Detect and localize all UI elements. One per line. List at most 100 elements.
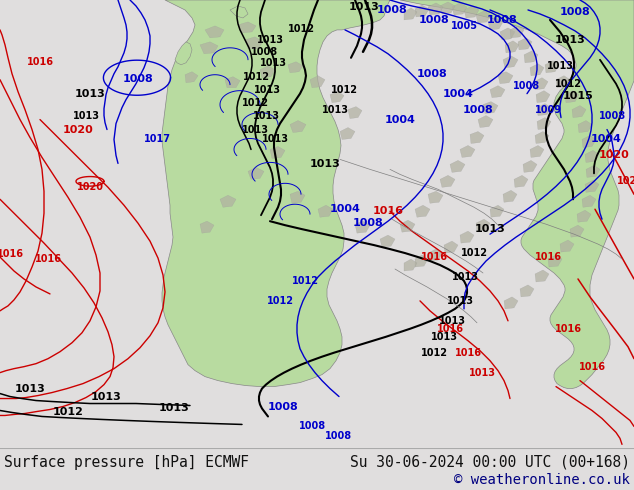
Text: Su 30-06-2024 00:00 UTC (00+168): Su 30-06-2024 00:00 UTC (00+168) [350,455,630,470]
Polygon shape [536,91,550,102]
Text: 1016: 1016 [27,57,53,67]
Polygon shape [582,196,596,207]
Polygon shape [245,37,263,49]
Polygon shape [464,6,479,18]
Polygon shape [205,26,224,38]
Polygon shape [498,72,513,84]
Polygon shape [460,146,475,157]
Polygon shape [270,147,285,158]
Polygon shape [476,219,490,231]
Polygon shape [220,196,236,207]
Text: 1016: 1016 [436,324,463,334]
Polygon shape [440,175,455,187]
Text: 1013: 1013 [321,104,349,115]
Text: © weatheronline.co.uk: © weatheronline.co.uk [454,473,630,487]
Text: 1013: 1013 [430,332,458,342]
Text: 1013: 1013 [469,368,496,378]
Text: 1008: 1008 [250,47,278,57]
Text: 1013: 1013 [72,111,100,121]
Polygon shape [415,255,428,267]
Polygon shape [585,150,599,162]
Polygon shape [230,6,248,18]
Text: 1016: 1016 [455,348,481,358]
Polygon shape [586,166,600,177]
Polygon shape [523,160,537,172]
Polygon shape [185,72,198,83]
Text: 1013: 1013 [261,134,288,145]
Polygon shape [524,51,538,63]
Polygon shape [534,78,548,90]
Text: 1004: 1004 [590,134,621,145]
Polygon shape [400,0,634,389]
Text: 1009: 1009 [534,104,562,115]
Text: 1013: 1013 [451,272,479,282]
Polygon shape [582,136,596,147]
Polygon shape [348,107,362,119]
Polygon shape [530,146,544,157]
Text: 1013: 1013 [547,61,574,71]
Polygon shape [578,121,592,132]
Text: 1012: 1012 [420,348,448,358]
Text: 1016: 1016 [0,249,23,259]
Text: 1016: 1016 [373,206,403,216]
Text: 1012: 1012 [555,79,581,89]
Polygon shape [330,92,344,102]
Polygon shape [503,190,517,202]
Text: 1004: 1004 [330,204,361,214]
Text: 1004: 1004 [385,115,415,124]
Text: 1008: 1008 [325,431,352,441]
Text: 1008: 1008 [463,104,493,115]
Polygon shape [535,270,549,282]
Polygon shape [476,11,491,23]
Polygon shape [238,22,256,33]
Polygon shape [450,160,465,172]
Text: 1013: 1013 [158,403,190,414]
Polygon shape [444,241,458,253]
Text: 1012: 1012 [460,248,488,258]
Text: 1013: 1013 [555,35,585,45]
Polygon shape [535,131,549,144]
Polygon shape [500,28,515,40]
Polygon shape [452,3,467,15]
Polygon shape [504,297,518,309]
Text: 1013: 1013 [257,35,283,45]
Polygon shape [440,2,455,14]
Polygon shape [503,56,518,68]
Polygon shape [514,175,528,187]
Text: 1012: 1012 [292,276,318,286]
Polygon shape [488,18,503,30]
Text: 1013: 1013 [91,392,121,401]
Polygon shape [556,76,570,88]
Polygon shape [200,42,218,54]
Text: 1004: 1004 [443,89,474,98]
Text: 1020: 1020 [77,182,103,192]
Polygon shape [428,249,442,261]
Text: 1008: 1008 [514,81,541,91]
Polygon shape [570,225,584,237]
Polygon shape [400,220,415,232]
Text: 1008: 1008 [599,111,626,121]
Text: 1008: 1008 [299,421,326,431]
Text: 1013: 1013 [242,124,269,135]
Text: 1016: 1016 [555,324,581,334]
Polygon shape [310,76,325,88]
Text: 1008: 1008 [353,218,384,228]
Text: 1013: 1013 [475,224,505,234]
Polygon shape [478,116,493,127]
Polygon shape [537,118,551,129]
Polygon shape [470,131,484,144]
Polygon shape [380,235,395,247]
Text: 1013: 1013 [309,159,340,170]
Polygon shape [560,240,574,252]
Text: 1012: 1012 [242,72,269,82]
Text: 1012: 1012 [266,296,294,306]
Polygon shape [288,62,303,73]
Text: 1008: 1008 [268,401,299,412]
Polygon shape [545,61,559,73]
Polygon shape [505,41,519,53]
Polygon shape [460,231,474,243]
Polygon shape [175,42,192,65]
Text: 1015: 1015 [562,91,593,100]
Polygon shape [200,221,214,233]
Polygon shape [225,77,240,88]
